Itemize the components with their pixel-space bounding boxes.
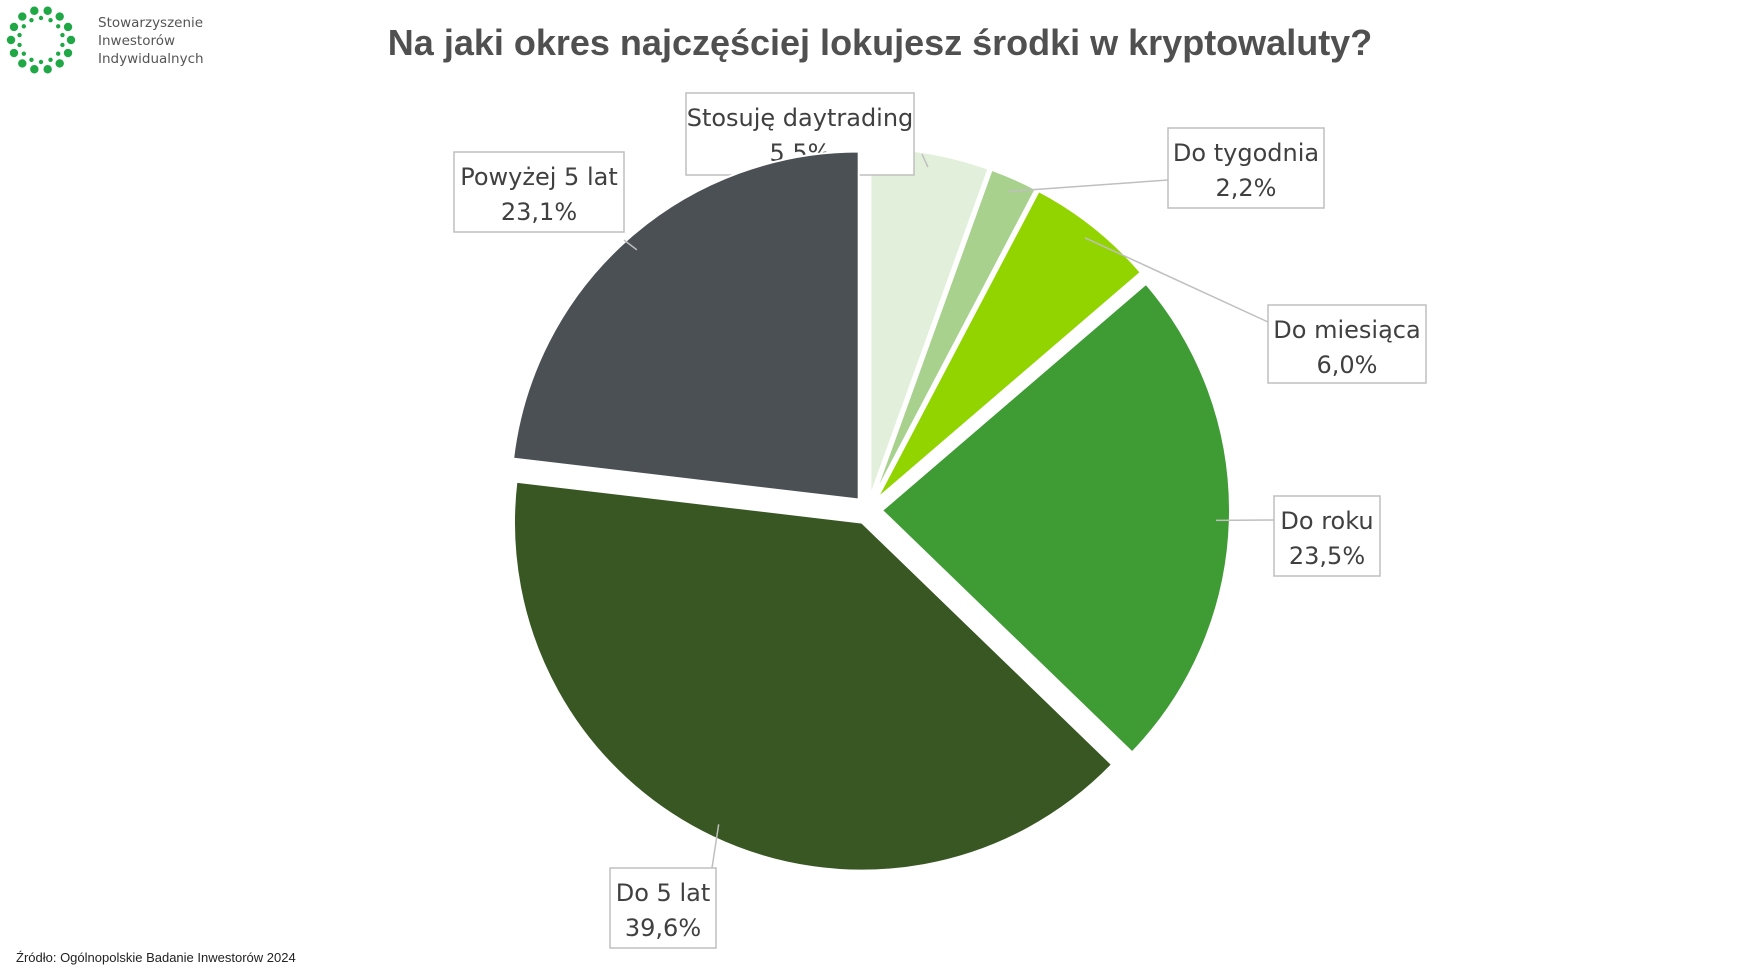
chart-title: Na jaki okres najczęściej lokujesz środk… <box>387 22 1373 63</box>
leader-line <box>1084 237 1269 323</box>
leader-line <box>1008 179 1169 193</box>
leader-line <box>711 824 720 869</box>
slice-value-label: 39,6% <box>625 914 701 942</box>
pie-slice <box>512 150 860 501</box>
slice-label: Powyżej 5 lat <box>460 163 617 191</box>
slice-label: Stosuję daytrading <box>687 104 914 132</box>
source-note: Źródło: Ogólnopolskie Badanie Inwestorów… <box>16 950 296 965</box>
slice-value-label: 6,0% <box>1317 351 1378 379</box>
slice-value-label: 2,2% <box>1216 174 1277 202</box>
slice-value-label: 23,5% <box>1289 542 1365 570</box>
data-label-box <box>1167 127 1325 209</box>
slice-label: Do roku <box>1280 507 1373 535</box>
pie-slice <box>875 189 1143 500</box>
slice-label: Do 5 lat <box>616 879 710 907</box>
data-label-box <box>1273 495 1381 577</box>
slice-label: Do tygodnia <box>1173 139 1319 167</box>
slice-label: Do miesiąca <box>1273 316 1420 344</box>
slice-value-label: 23,1% <box>501 198 577 226</box>
leader-line <box>921 153 929 168</box>
data-label-box <box>609 867 717 949</box>
pie-slice <box>513 480 1114 872</box>
leader-line <box>623 239 638 251</box>
logo-line-1: Stowarzyszenie <box>98 15 204 31</box>
logo-line-3: Indywidualnych <box>98 51 204 67</box>
logo: Stowarzyszenie Inwestorów Indywidualnych <box>0 0 220 80</box>
logo-ring-icon <box>6 6 76 74</box>
data-label-box <box>1267 304 1427 384</box>
data-label-box <box>453 151 625 233</box>
logo-line-2: Inwestorów <box>98 33 176 49</box>
